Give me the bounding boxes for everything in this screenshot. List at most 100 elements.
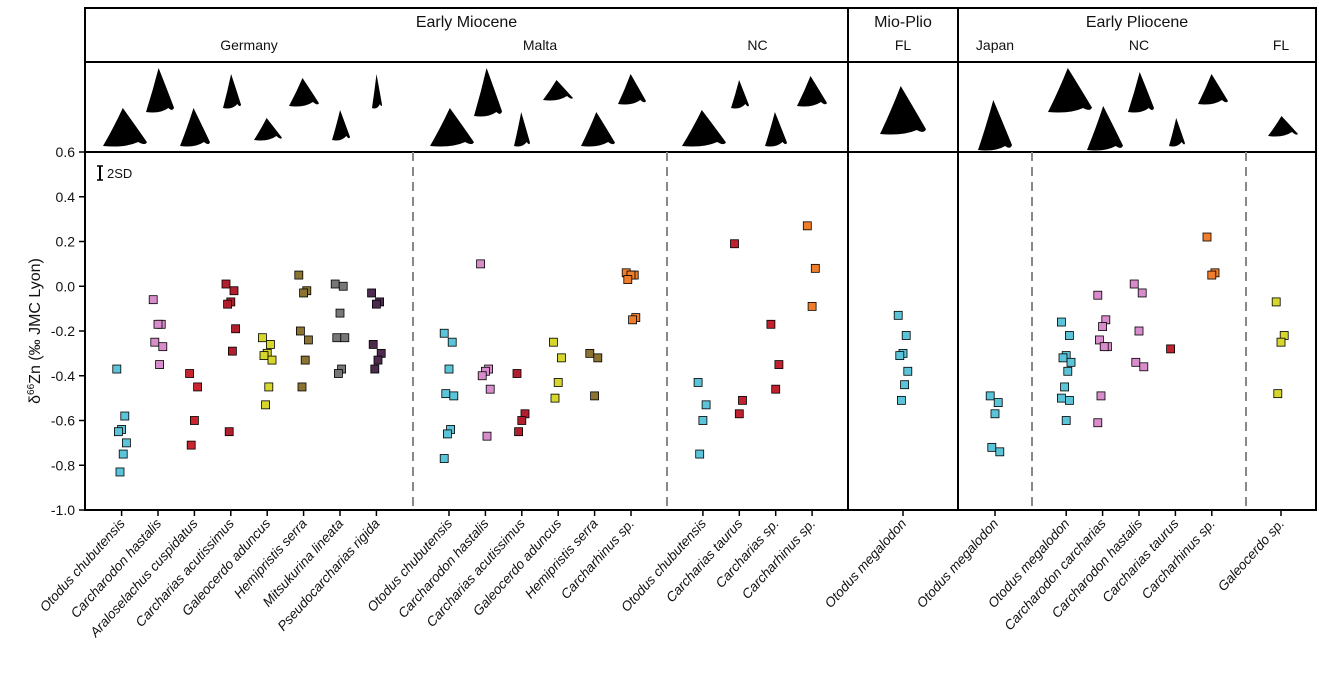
data-point — [1131, 357, 1141, 367]
tooth-silhouette — [797, 76, 827, 107]
data-point — [695, 449, 705, 459]
tooth-silhouette — [332, 110, 350, 141]
region-name: FL — [895, 37, 912, 53]
data-point — [903, 366, 913, 376]
data-point — [333, 369, 343, 378]
data-point — [590, 391, 599, 401]
tooth-silhouette — [1087, 106, 1123, 151]
data-point — [553, 378, 563, 387]
data-point — [441, 389, 451, 399]
data-point — [1276, 337, 1286, 347]
tooth-silhouette — [765, 112, 787, 147]
data-point — [367, 288, 377, 298]
y-tick-label: 0.4 — [56, 189, 76, 205]
data-point — [517, 416, 527, 425]
y-tick-label: -0.6 — [51, 413, 75, 429]
x-tick-label: Otodus megalodon — [822, 516, 909, 611]
y-tick-label: 0.6 — [56, 144, 76, 160]
data-point — [802, 221, 812, 231]
data-point — [265, 340, 275, 349]
data-point — [623, 275, 633, 284]
data-point — [738, 395, 747, 405]
data-point — [264, 382, 274, 392]
data-point — [340, 333, 350, 343]
data-point — [300, 355, 310, 365]
data-point — [1166, 344, 1175, 354]
data-point — [476, 259, 486, 269]
tooth-silhouette — [430, 108, 474, 147]
data-point — [1061, 416, 1071, 425]
data-point — [990, 409, 1000, 419]
plot-frame — [84, 7, 1317, 511]
data-point — [1095, 335, 1104, 345]
data-point — [158, 342, 168, 352]
tooth-silhouette — [1268, 116, 1298, 137]
data-point — [557, 353, 566, 363]
data-point — [189, 416, 199, 425]
data-point — [1202, 232, 1212, 242]
tooth-silhouette — [223, 74, 241, 109]
data-point — [698, 416, 708, 425]
data-point — [1134, 326, 1144, 336]
data-point — [1271, 297, 1281, 307]
data-point — [1099, 342, 1109, 352]
data-point — [148, 295, 158, 305]
tooth-silhouette — [372, 74, 382, 109]
data-point — [185, 369, 195, 378]
data-point — [186, 440, 196, 450]
region-name: FL — [1273, 37, 1290, 53]
data-point — [693, 378, 703, 387]
data-point — [1098, 322, 1107, 331]
tooth-silhouette — [978, 100, 1012, 151]
data-point — [593, 353, 603, 363]
data-point — [115, 467, 125, 477]
region-name: Japan — [976, 37, 1014, 53]
data-point — [730, 239, 739, 249]
data-point — [482, 431, 492, 441]
region-name: Germany — [220, 37, 278, 53]
tooth-silhouette — [543, 80, 573, 101]
data-point — [774, 360, 784, 369]
data-point — [261, 400, 271, 410]
data-point — [373, 355, 383, 365]
data-point — [897, 395, 906, 405]
tooth-silhouette — [731, 80, 749, 109]
data-point — [112, 364, 122, 374]
tooth-silhouette — [254, 118, 282, 141]
data-point — [807, 301, 817, 311]
data-point — [371, 299, 381, 309]
tooth-silhouette — [880, 86, 926, 135]
data-point — [297, 382, 307, 392]
data-point — [227, 346, 237, 356]
data-point — [449, 391, 459, 401]
y-tick-label: -0.8 — [51, 457, 75, 473]
data-point — [1093, 290, 1103, 300]
tooth-silhouette — [514, 112, 530, 147]
tooth-silhouette — [682, 110, 726, 147]
annotation: 2SD — [107, 166, 132, 181]
data-point — [1058, 353, 1068, 363]
data-point — [1129, 279, 1139, 289]
data-point — [118, 449, 128, 459]
tooth-silhouette — [1169, 118, 1185, 147]
data-point — [1063, 366, 1073, 376]
data-point — [901, 331, 911, 340]
data-point — [771, 384, 781, 394]
data-point — [295, 326, 305, 336]
panel-title: Early Miocene — [416, 14, 517, 31]
region-name: NC — [747, 37, 767, 53]
y-axis-label: δ66Zn (‰ JMC Lyon) — [26, 258, 44, 404]
data-point — [335, 308, 345, 318]
tooth-silhouette — [1198, 74, 1228, 105]
data-point — [193, 382, 203, 392]
data-point — [444, 364, 454, 374]
data-point — [259, 351, 269, 361]
y-tick-label: -1.0 — [51, 502, 75, 518]
data-point — [485, 384, 495, 394]
y-tick-label: -0.4 — [51, 368, 75, 384]
data-point — [734, 409, 744, 419]
x-tick-label: Galeocerdo sp. — [1215, 516, 1287, 594]
data-point — [120, 411, 130, 421]
tooth-silhouette — [103, 108, 147, 147]
data-point — [368, 340, 378, 349]
